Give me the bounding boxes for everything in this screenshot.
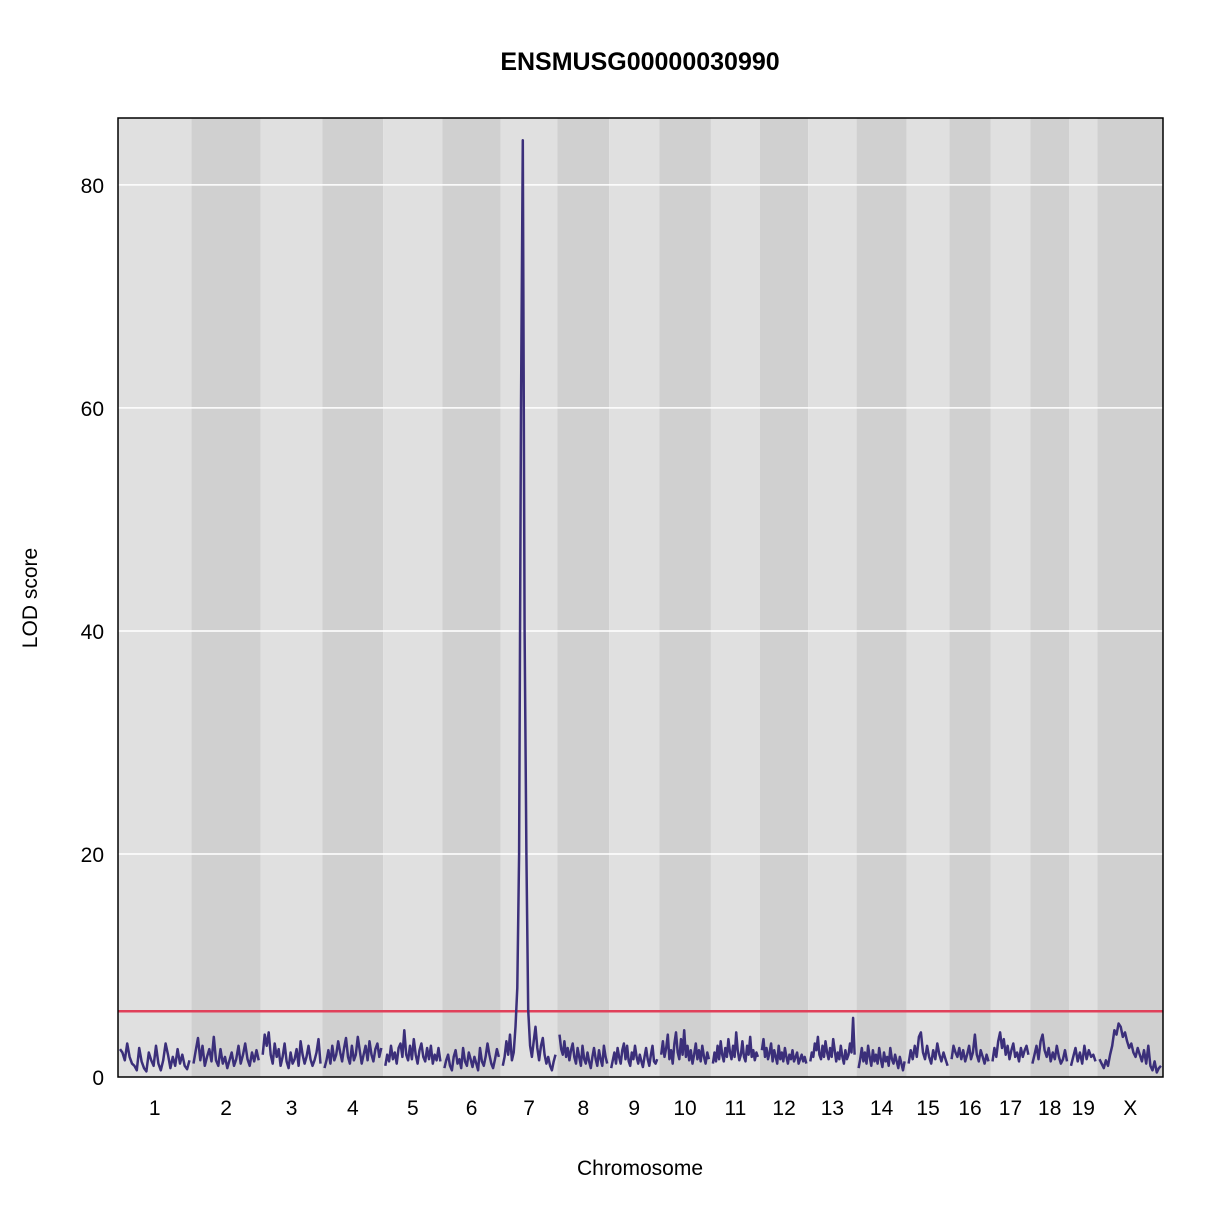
- y-tick-label-80: 80: [81, 175, 104, 198]
- x-tick-label-18: 18: [1038, 1097, 1061, 1120]
- lod-curve-chr-12: [760, 1037, 808, 1065]
- x-tick-label-17: 17: [999, 1097, 1022, 1120]
- lod-curve-chr-2: [192, 1035, 260, 1070]
- x-tick-label-11: 11: [725, 1097, 747, 1120]
- lod-curve-chr-7: [501, 139, 557, 1072]
- chromosome-band-9: [609, 118, 660, 1077]
- chromosome-band-13: [808, 118, 857, 1077]
- x-tick-label-14: 14: [870, 1097, 894, 1120]
- chromosome-band-14: [856, 118, 907, 1077]
- chromosome-band-11: [710, 118, 760, 1077]
- x-tick-label-8: 8: [578, 1097, 590, 1120]
- x-tick-label-X: X: [1123, 1097, 1137, 1120]
- x-tick-label-1: 1: [149, 1097, 161, 1120]
- chromosome-band-7: [500, 118, 558, 1077]
- x-tick-label-9: 9: [628, 1097, 640, 1120]
- lod-curve-chr-11: [711, 1031, 760, 1064]
- lod-curve-chr-6: [443, 1042, 501, 1072]
- chromosome-band-1: [118, 118, 192, 1077]
- x-tick-label-2: 2: [220, 1097, 232, 1120]
- y-axis-ticks: 0 20 40 60 80: [81, 175, 104, 1090]
- chromosome-band-3: [260, 118, 323, 1077]
- x-axis-ticks: 1 2 3 4 5 6 7 8 9 10 11 12 13 14 15 16 17 18 19 X: [149, 1097, 1137, 1120]
- lod-curve-chr-16: [950, 1033, 990, 1065]
- chromosome-band-2: [191, 118, 261, 1077]
- x-tick-label-4: 4: [347, 1097, 359, 1120]
- lod-series: [118, 139, 1162, 1074]
- chromosome-band-19: [1069, 118, 1098, 1077]
- lod-curve-chr-14: [857, 1044, 906, 1072]
- lod-curve-chr-8: [558, 1034, 609, 1070]
- chromosome-band-18: [1030, 118, 1070, 1077]
- chromosome-band-10: [659, 118, 711, 1077]
- lod-curve-chr-4: [323, 1035, 383, 1069]
- y-axis-label: LOD score: [19, 548, 42, 648]
- y-tick-label-60: 60: [81, 398, 104, 421]
- x-tick-label-15: 15: [916, 1097, 939, 1120]
- chromosome-bands: [118, 118, 1163, 1077]
- chromosome-band-12: [759, 118, 809, 1077]
- lod-curve-chr-17: [991, 1031, 1030, 1063]
- lod-curve-chr-9: [609, 1042, 659, 1069]
- chromosome-band-16: [949, 118, 991, 1077]
- x-tick-label-13: 13: [821, 1097, 844, 1120]
- x-tick-label-7: 7: [523, 1097, 535, 1120]
- chart-title: ENSMUSG00000030990: [500, 48, 779, 76]
- horizontal-gridlines: [118, 184, 1163, 855]
- x-tick-label-6: 6: [466, 1097, 478, 1120]
- x-tick-label-5: 5: [407, 1097, 419, 1120]
- lod-curve-chr-15: [907, 1031, 949, 1067]
- y-tick-label-40: 40: [81, 621, 104, 644]
- y-tick-label-0: 0: [92, 1067, 104, 1090]
- lod-curve-chr-18: [1031, 1033, 1069, 1065]
- x-tick-label-3: 3: [286, 1097, 298, 1120]
- x-tick-label-16: 16: [958, 1097, 981, 1120]
- chromosome-band-4: [322, 118, 384, 1077]
- plot-frame: [117, 117, 1164, 1078]
- y-tick-label-20: 20: [81, 844, 104, 867]
- chromosome-band-X: [1097, 118, 1163, 1077]
- x-tick-label-10: 10: [673, 1097, 696, 1120]
- x-tick-label-12: 12: [772, 1097, 795, 1120]
- chromosome-band-15: [906, 118, 950, 1077]
- chromosome-band-5: [383, 118, 443, 1077]
- chromosome-band-17: [990, 118, 1031, 1077]
- lod-curve-chr-X: [1098, 1022, 1162, 1074]
- x-tick-label-19: 19: [1072, 1097, 1095, 1120]
- lod-curve-chr-10: [659, 1028, 711, 1065]
- lod-curve-chr-5: [384, 1028, 442, 1067]
- lod-curve-chr-3: [261, 1031, 322, 1070]
- lod-curve-chr-19: [1069, 1044, 1097, 1067]
- lod-curve-chr-1: [118, 1042, 191, 1073]
- x-axis-label: Chromosome: [577, 1157, 703, 1180]
- chromosome-band-6: [442, 118, 501, 1077]
- lod-curve-chr-13: [809, 1016, 856, 1065]
- chromosome-band-8: [557, 118, 610, 1077]
